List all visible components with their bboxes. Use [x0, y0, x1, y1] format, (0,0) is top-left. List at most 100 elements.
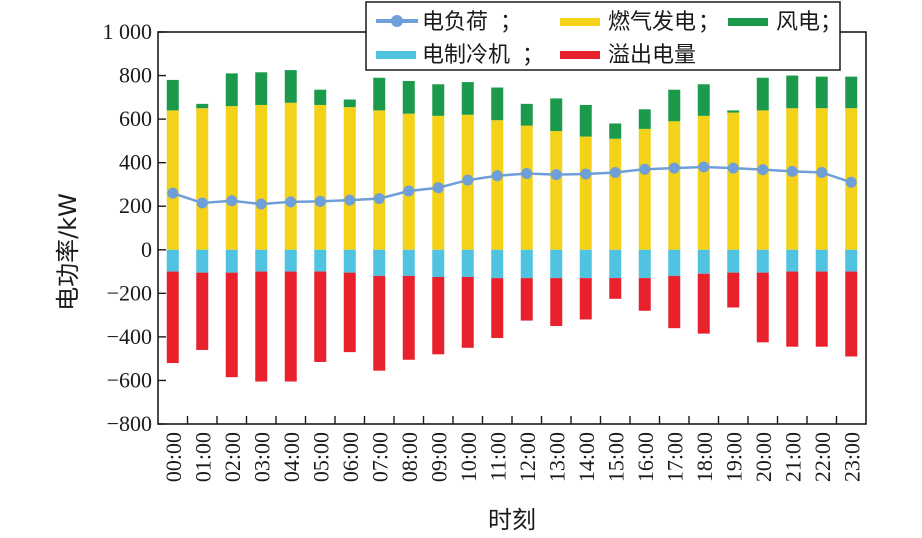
x-tick-label: 10:00	[456, 432, 481, 482]
x-tick-label: 09:00	[426, 432, 451, 482]
bar-wind-power-1000	[461, 82, 474, 115]
bar-spilled-power-1200	[520, 278, 533, 321]
bar-gas-generation-0300	[255, 104, 268, 250]
bar-wind-power-0400	[284, 70, 297, 103]
bar-wind-power-1100	[491, 87, 504, 121]
electric-load-point-0600	[344, 194, 356, 206]
bar-wind-power-0800	[402, 81, 415, 114]
bar-wind-power-1200	[520, 103, 533, 126]
bar-gas-generation-0000	[166, 110, 179, 250]
x-tick-label: 04:00	[279, 432, 304, 482]
electric-load-point-1100	[491, 170, 503, 182]
y-tick-label: 0	[141, 237, 152, 262]
bar-spilled-power-1300	[550, 278, 563, 326]
bar-spilled-power-0700	[373, 275, 386, 371]
bar-gas-generation-1500	[609, 138, 622, 250]
x-tick-label: 17:00	[662, 432, 687, 482]
legend-separator: ；	[698, 10, 720, 35]
bar-electric-chiller-1300	[550, 249, 563, 279]
x-axis-title: 时刻	[488, 506, 536, 534]
bar-gas-generation-1800	[697, 115, 710, 250]
electric-load-point-1400	[580, 168, 592, 180]
bar-spilled-power-0300	[255, 271, 268, 382]
bar-electric-chiller-0600	[343, 249, 356, 273]
legend-marker-electric-load	[391, 15, 403, 27]
y-tick-label: 600	[119, 106, 152, 131]
x-tick-label: 18:00	[692, 432, 717, 482]
bar-wind-power-1500	[609, 123, 622, 139]
bar-gas-generation-0500	[314, 104, 327, 250]
bar-wind-power-2300	[845, 76, 858, 109]
x-tick-label: 22:00	[810, 432, 835, 482]
bar-electric-chiller-2000	[756, 249, 769, 273]
electric-load-point-1700	[668, 162, 680, 174]
bar-wind-power-0300	[255, 72, 268, 105]
legend-swatch-gas-generation	[560, 18, 600, 26]
bar-gas-generation-1100	[491, 120, 504, 250]
electric-load-point-2000	[757, 164, 769, 176]
x-tick-label: 00:00	[161, 432, 186, 482]
bar-wind-power-1600	[638, 109, 651, 129]
bar-wind-power-0700	[373, 77, 386, 111]
electric-load-point-0500	[314, 195, 326, 207]
legend-swatch-wind-power	[728, 18, 768, 26]
bar-spilled-power-1000	[461, 277, 474, 348]
bar-gas-generation-1300	[550, 131, 563, 250]
bar-gas-generation-1600	[638, 128, 651, 250]
y-tick-label: 800	[119, 63, 152, 88]
bar-spilled-power-1600	[638, 278, 651, 311]
bar-electric-chiller-0300	[255, 249, 268, 272]
x-tick-label: 03:00	[249, 432, 274, 482]
bar-spilled-power-0100	[196, 272, 209, 350]
bar-electric-chiller-1200	[520, 249, 533, 279]
bar-wind-power-0100	[196, 103, 209, 109]
x-tick-label: 21:00	[780, 432, 805, 482]
x-tick-label: 20:00	[751, 432, 776, 482]
y-tick-label: −400	[107, 324, 152, 349]
electric-load-point-0700	[373, 193, 385, 205]
bar-electric-chiller-2100	[786, 249, 799, 272]
x-tick-label: 14:00	[574, 432, 599, 482]
bar-electric-chiller-0500	[314, 249, 327, 272]
bar-wind-power-1700	[668, 89, 681, 122]
bar-wind-power-1800	[697, 84, 710, 116]
y-tick-label: −800	[107, 411, 152, 436]
bar-wind-power-2100	[786, 75, 799, 109]
x-tick-label: 13:00	[544, 432, 569, 482]
x-tick-label: 23:00	[839, 432, 864, 482]
legend-separator: ；	[820, 10, 842, 35]
bar-wind-power-1900	[727, 110, 740, 113]
bar-gas-generation-0200	[225, 106, 238, 250]
y-tick-label: 1 000	[103, 19, 153, 44]
electric-load-point-2100	[786, 165, 798, 177]
legend-separator: ；	[500, 10, 522, 35]
bar-gas-generation-2000	[756, 110, 769, 250]
bar-electric-chiller-1600	[638, 249, 651, 279]
x-tick-label: 01:00	[190, 432, 215, 482]
electric-load-point-1000	[462, 174, 474, 186]
bar-gas-generation-0700	[373, 110, 386, 250]
y-tick-label: 200	[119, 193, 152, 218]
bar-electric-chiller-0400	[284, 249, 297, 272]
bar-gas-generation-0400	[284, 102, 297, 250]
bar-electric-chiller-0800	[402, 249, 415, 276]
electric-load-point-1300	[550, 169, 562, 181]
legend-label-electric-load: 电负荷	[422, 10, 488, 35]
electric-load-point-0200	[226, 195, 238, 207]
bar-electric-chiller-1000	[461, 249, 474, 277]
electric-load-point-2200	[816, 166, 828, 178]
bar-spilled-power-2300	[845, 271, 858, 357]
bar-electric-chiller-2200	[815, 249, 828, 272]
y-tick-label: −600	[107, 367, 152, 392]
bar-electric-chiller-1700	[668, 249, 681, 276]
bar-wind-power-1300	[550, 98, 563, 132]
x-tick-label: 11:00	[485, 432, 510, 481]
legend-label-wind-power: 风电	[776, 10, 820, 35]
bar-gas-generation-0100	[196, 108, 209, 250]
bar-gas-generation-2200	[815, 108, 828, 250]
bar-spilled-power-0400	[284, 271, 297, 382]
bar-electric-chiller-1100	[491, 249, 504, 279]
bar-electric-chiller-0000	[166, 249, 179, 272]
electric-load-point-0100	[196, 197, 208, 209]
